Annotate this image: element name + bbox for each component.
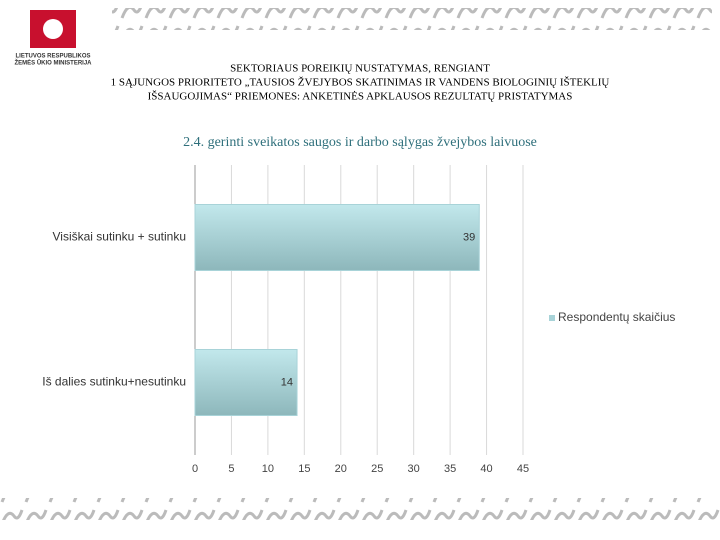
x-tick-label: 40 xyxy=(480,463,492,475)
logo-text: LIETUVOS RESPUBLIKOS xyxy=(15,54,90,60)
header-title: SEKTORIAUS POREIKIŲ NUSTATYMAS, RENGIANT xyxy=(230,63,490,75)
y-tick-label: Iš dalies sutinku+nesutinku xyxy=(42,375,186,389)
x-tick-label: 5 xyxy=(228,463,234,475)
logo-text: ŽEMĖS ŪKIO MINISTERIJA xyxy=(14,59,92,67)
top-border xyxy=(112,8,712,30)
x-tick-label: 0 xyxy=(192,463,198,475)
y-tick-label: Visiškai sutinku + sutinku xyxy=(52,230,186,244)
bar xyxy=(194,204,480,271)
bottom-border xyxy=(0,498,720,520)
bar xyxy=(194,349,298,416)
data-label: 14 xyxy=(281,376,293,388)
header-title: 1 SĄJUNGOS PRIORITETO „TAUSIOS ŽVEJYBOS … xyxy=(111,77,610,89)
legend-label: Respondentų skaičius xyxy=(558,310,675,324)
data-label: 39 xyxy=(463,231,475,243)
x-tick-label: 10 xyxy=(262,463,274,475)
header-title: IŠSAUGOJIMAS“ PRIEMONES: ANKETINĖS APKLA… xyxy=(148,91,573,103)
logo xyxy=(30,10,76,48)
chart-title: 2.4. gerinti sveikatos saugos ir darbo s… xyxy=(183,135,537,150)
legend-swatch xyxy=(549,315,555,321)
x-tick-label: 35 xyxy=(444,463,456,475)
x-tick-label: 15 xyxy=(298,463,310,475)
x-tick-label: 30 xyxy=(408,463,420,475)
x-tick-label: 45 xyxy=(517,463,529,475)
x-tick-label: 20 xyxy=(335,463,347,475)
x-tick-label: 25 xyxy=(371,463,383,475)
